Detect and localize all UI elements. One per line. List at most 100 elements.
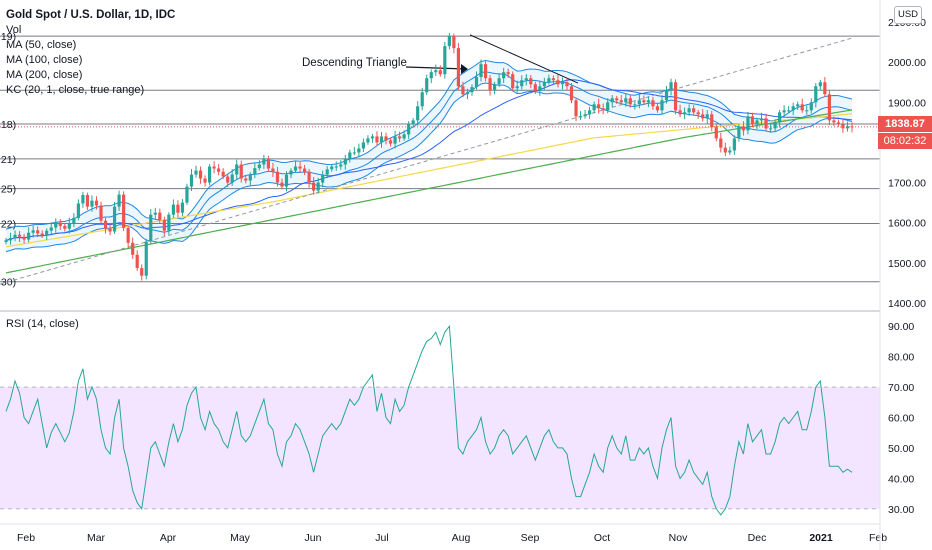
candle-body[interactable] (483, 64, 488, 79)
candle-body[interactable] (280, 182, 284, 187)
candle-body[interactable] (642, 100, 646, 103)
candle-body[interactable] (212, 166, 216, 169)
candle-body[interactable] (90, 200, 94, 207)
candle-body[interactable] (723, 147, 727, 153)
candle-body[interactable] (746, 116, 750, 131)
candle-body[interactable] (741, 126, 746, 131)
candle-body[interactable] (420, 92, 424, 107)
candle-body[interactable] (683, 112, 687, 115)
candle-body[interactable] (334, 166, 338, 168)
candle-body[interactable] (606, 102, 610, 111)
candle-body[interactable] (551, 78, 556, 81)
legend-volume[interactable]: Vol (6, 24, 22, 36)
candle-body[interactable] (103, 220, 108, 229)
candle-body[interactable] (76, 203, 80, 218)
candle-body[interactable] (678, 110, 682, 115)
candle-body[interactable] (714, 127, 718, 139)
candle-body[interactable] (162, 219, 166, 231)
candle-body[interactable] (750, 116, 755, 125)
candle-body[interactable] (253, 168, 257, 175)
candle-body[interactable] (782, 110, 786, 113)
candle-body[interactable] (248, 174, 252, 181)
candle-body[interactable] (705, 114, 709, 119)
candle-body[interactable] (49, 227, 53, 231)
candle-body[interactable] (244, 178, 248, 181)
candle-body[interactable] (827, 94, 831, 121)
candle-body[interactable] (836, 122, 841, 125)
candle-body[interactable] (122, 194, 126, 228)
candle-body[interactable] (149, 214, 153, 242)
candle-body[interactable] (176, 204, 180, 213)
candle-body[interactable] (492, 84, 497, 91)
candle-body[interactable] (257, 164, 261, 169)
candle-body[interactable] (660, 100, 664, 111)
candle-body[interactable] (194, 170, 198, 175)
candle-body[interactable] (402, 134, 406, 139)
candle-body[interactable] (289, 170, 293, 175)
legend-ma50[interactable]: MA (50, close) (6, 39, 77, 51)
candle-body[interactable] (755, 120, 759, 125)
candle-body[interactable] (633, 104, 637, 106)
candle-body[interactable] (307, 171, 311, 183)
candle-body[interactable] (465, 92, 470, 95)
candle-body[interactable] (144, 241, 148, 276)
candle-body[interactable] (207, 166, 212, 183)
candle-body[interactable] (673, 82, 678, 111)
candle-body[interactable] (366, 138, 370, 143)
candle-body[interactable] (452, 36, 456, 49)
candle-body[interactable] (800, 104, 804, 111)
candle-body[interactable] (94, 200, 99, 206)
candle-body[interactable] (578, 116, 583, 118)
candle-body[interactable] (221, 171, 225, 177)
candle-body[interactable] (814, 86, 818, 103)
candle-body[interactable] (8, 237, 13, 241)
candle-body[interactable] (701, 114, 705, 119)
candle-body[interactable] (217, 168, 221, 172)
candle-body[interactable] (397, 136, 402, 139)
candle-body[interactable] (560, 82, 565, 85)
candle-body[interactable] (239, 164, 243, 179)
candle-body[interactable] (447, 36, 451, 47)
candle-body[interactable] (266, 158, 270, 169)
legend-keltner[interactable]: KC (20, 1, close, true range) (6, 84, 145, 96)
candle-body[interactable] (63, 225, 67, 229)
candle-body[interactable] (330, 166, 334, 170)
pattern-annotation[interactable]: Descending Triangle (302, 57, 407, 69)
candle-body[interactable] (773, 122, 777, 129)
candle-body[interactable] (312, 182, 316, 191)
candle-body[interactable] (375, 136, 379, 143)
candle-body[interactable] (692, 108, 696, 113)
candle-body[interactable] (22, 236, 26, 240)
candle-body[interactable] (651, 100, 655, 107)
rsi-legend[interactable]: RSI (14, close) (6, 318, 79, 330)
candle-body[interactable] (27, 232, 31, 240)
candle-body[interactable] (316, 182, 320, 191)
candle-body[interactable] (515, 86, 519, 89)
candle-body[interactable] (126, 227, 130, 243)
candle-body[interactable] (841, 124, 845, 129)
candle-body[interactable] (737, 126, 741, 139)
candle-body[interactable] (108, 228, 112, 232)
candle-body[interactable] (832, 120, 836, 123)
candle-body[interactable] (339, 164, 343, 167)
candle-body[interactable] (787, 110, 791, 112)
candle-body[interactable] (357, 148, 361, 153)
candle-body[interactable] (425, 78, 429, 93)
candle-body[interactable] (438, 70, 442, 75)
candle-body[interactable] (275, 171, 280, 183)
candle-body[interactable] (809, 102, 813, 111)
candle-body[interactable] (615, 98, 619, 101)
candle-body[interactable] (628, 98, 632, 105)
candle-body[interactable] (72, 217, 76, 224)
candle-body[interactable] (569, 86, 574, 101)
candle-body[interactable] (637, 100, 641, 105)
candle-body[interactable] (13, 234, 17, 238)
candle-body[interactable] (696, 112, 700, 115)
candle-body[interactable] (153, 212, 157, 215)
candle-body[interactable] (434, 70, 438, 73)
candle-body[interactable] (388, 140, 393, 144)
candle-body[interactable] (343, 158, 347, 165)
candle-body[interactable] (664, 90, 669, 101)
candle-body[interactable] (185, 186, 189, 203)
